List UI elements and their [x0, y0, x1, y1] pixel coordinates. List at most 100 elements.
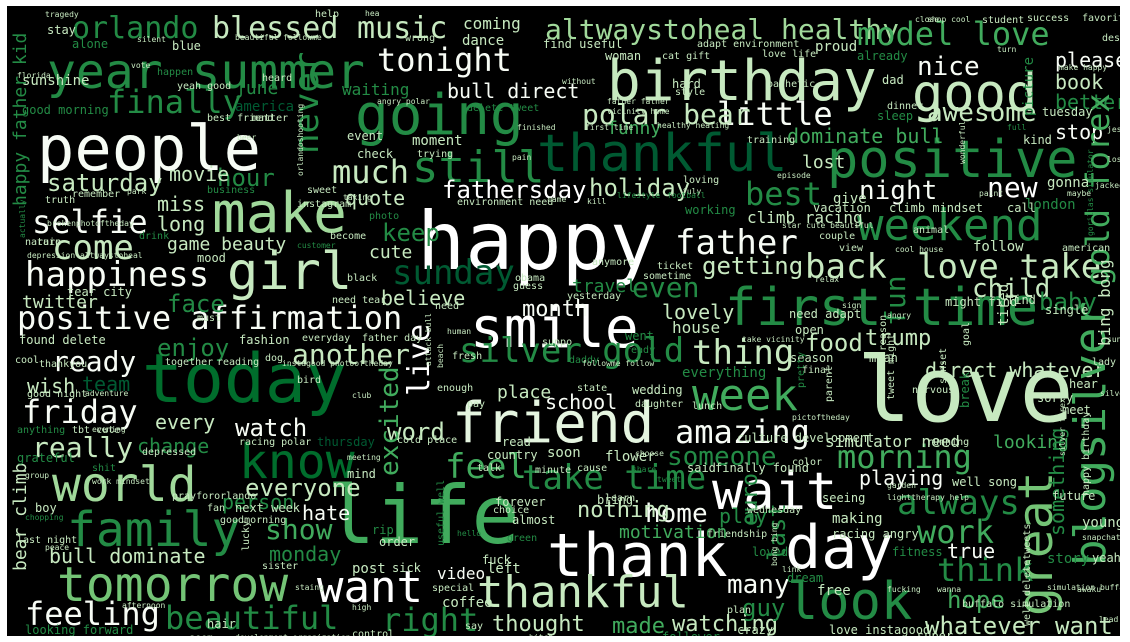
- cloud-word: best friend: [207, 113, 274, 124]
- cloud-word: obama: [515, 273, 546, 284]
- cloud-word: awaku: [1077, 585, 1102, 594]
- cloud-word: blue: [172, 39, 201, 53]
- cloud-word: boy: [35, 501, 57, 515]
- cloud-word: play: [719, 504, 768, 528]
- cloud-word: bull direct: [447, 79, 580, 103]
- cloud-word: racing polar: [239, 437, 312, 448]
- cloud-word: dinner: [887, 101, 924, 112]
- cloud-word: said: [687, 461, 716, 475]
- cloud-word: person: [222, 490, 295, 514]
- cloud-word: anymore: [592, 257, 635, 268]
- cloud-word: learn: [605, 493, 636, 504]
- cloud-word: dominate bull: [787, 124, 944, 148]
- cloud-word: story: [1047, 551, 1090, 567]
- cloud-word: control: [352, 629, 395, 637]
- cloud-word: america: [235, 99, 295, 115]
- cloud-word: yesterday: [567, 291, 622, 302]
- cloud-word: today: [142, 340, 347, 419]
- cloud-word: first time: [725, 278, 1039, 338]
- cloud-word: bring: [597, 493, 634, 507]
- cloud-word: tuesday: [1042, 105, 1093, 119]
- cloud-word: thing: [692, 333, 795, 373]
- cloud-word: travel: [572, 276, 638, 297]
- cloud-word: playing: [859, 466, 944, 490]
- cloud-word: much: [332, 153, 410, 191]
- cloud-word: fashion: [239, 333, 290, 347]
- cloud-word: wanna: [937, 585, 962, 594]
- cloud-word: funny: [607, 118, 662, 139]
- cloud-word: weekend: [857, 200, 1043, 251]
- cloud-word: say: [465, 621, 484, 632]
- cloud-word: animal: [913, 225, 950, 236]
- cloud-word: cool house: [895, 245, 944, 254]
- cloud-word: lost: [802, 152, 846, 173]
- cloud-word: angry: [887, 311, 912, 320]
- cloud-word: morning: [837, 438, 972, 476]
- cloud-word: positive: [827, 130, 1078, 190]
- cloud-word: last night: [17, 535, 78, 546]
- cloud-word: orlando: [72, 11, 199, 46]
- cloud-word: shit: [92, 463, 117, 474]
- cloud-word: day: [785, 513, 894, 583]
- cloud-word: attack bull: [424, 313, 433, 366]
- cloud-word: work: [917, 513, 995, 551]
- cloud-word: thought: [492, 612, 585, 636]
- cloud-word: better: [1055, 90, 1120, 114]
- cloud-word: future: [1052, 489, 1096, 503]
- cloud-word: team: [82, 372, 131, 396]
- cloud-word: mind: [347, 467, 376, 481]
- cloud-word: friend: [452, 391, 655, 456]
- cloud-word: need tear: [332, 295, 387, 306]
- cloud-word: meeting: [347, 453, 381, 462]
- cloud-word: july: [682, 187, 702, 196]
- cloud-word: make happy: [1059, 63, 1108, 72]
- cloud-word: minute: [535, 465, 572, 476]
- cloud-word: good: [912, 64, 1038, 124]
- cloud-word: miss: [157, 192, 206, 216]
- cloud-word: working: [685, 203, 736, 217]
- cloud-word: make: [212, 181, 347, 246]
- cloud-word: customer: [297, 241, 336, 250]
- cloud-word: wait: [712, 462, 838, 522]
- cloud-word: still: [412, 142, 545, 193]
- cloud-word: hard: [672, 77, 701, 91]
- cloud-word: finally found: [715, 461, 809, 475]
- cloud-word: choice: [493, 505, 530, 516]
- cloud-word: climb mindset: [889, 201, 983, 215]
- cloud-word: please: [1055, 48, 1120, 72]
- cloud-word: black: [347, 273, 378, 284]
- cloud-word: pay: [467, 399, 486, 410]
- cloud-word: hello: [457, 529, 482, 538]
- cloud-word: positive affirmation: [17, 299, 403, 337]
- cloud-word: lunch: [692, 401, 723, 412]
- cloud-word: video: [437, 564, 486, 583]
- cloud-word: hea: [365, 9, 380, 18]
- cloud-word: dance: [462, 33, 505, 49]
- cloud-word: reading: [217, 357, 260, 368]
- cloud-word: stop: [1055, 120, 1104, 144]
- cloud-word: take time: [522, 458, 707, 498]
- cloud-word: beach: [436, 343, 445, 368]
- cloud-word: kill: [587, 197, 607, 206]
- cloud-word: monday: [269, 542, 342, 566]
- cloud-word: blessed: [212, 11, 339, 46]
- cloud-word: new: [987, 171, 1038, 204]
- cloud-word: lead culture: [1099, 615, 1120, 624]
- cloud-word: guy: [742, 594, 786, 622]
- cloud-word: vote: [131, 61, 151, 70]
- cloud-word: event: [347, 129, 384, 143]
- cloud-word: student: [982, 15, 1025, 26]
- cloud-word: thank: [547, 521, 728, 591]
- cloud-word: together: [165, 357, 214, 368]
- cloud-word: trump: [865, 326, 932, 351]
- cloud-word: american: [1062, 243, 1111, 254]
- cloud-word: wednesday: [747, 505, 802, 516]
- cloud-word: jesus: [1107, 125, 1120, 134]
- cloud-word: sick: [392, 561, 421, 575]
- cloud-word: found delete: [19, 333, 106, 347]
- cloud-word: football: [667, 191, 706, 200]
- cloud-word: even: [632, 271, 700, 304]
- cloud-word: week: [692, 370, 798, 421]
- cloud-word: euro: [738, 473, 763, 526]
